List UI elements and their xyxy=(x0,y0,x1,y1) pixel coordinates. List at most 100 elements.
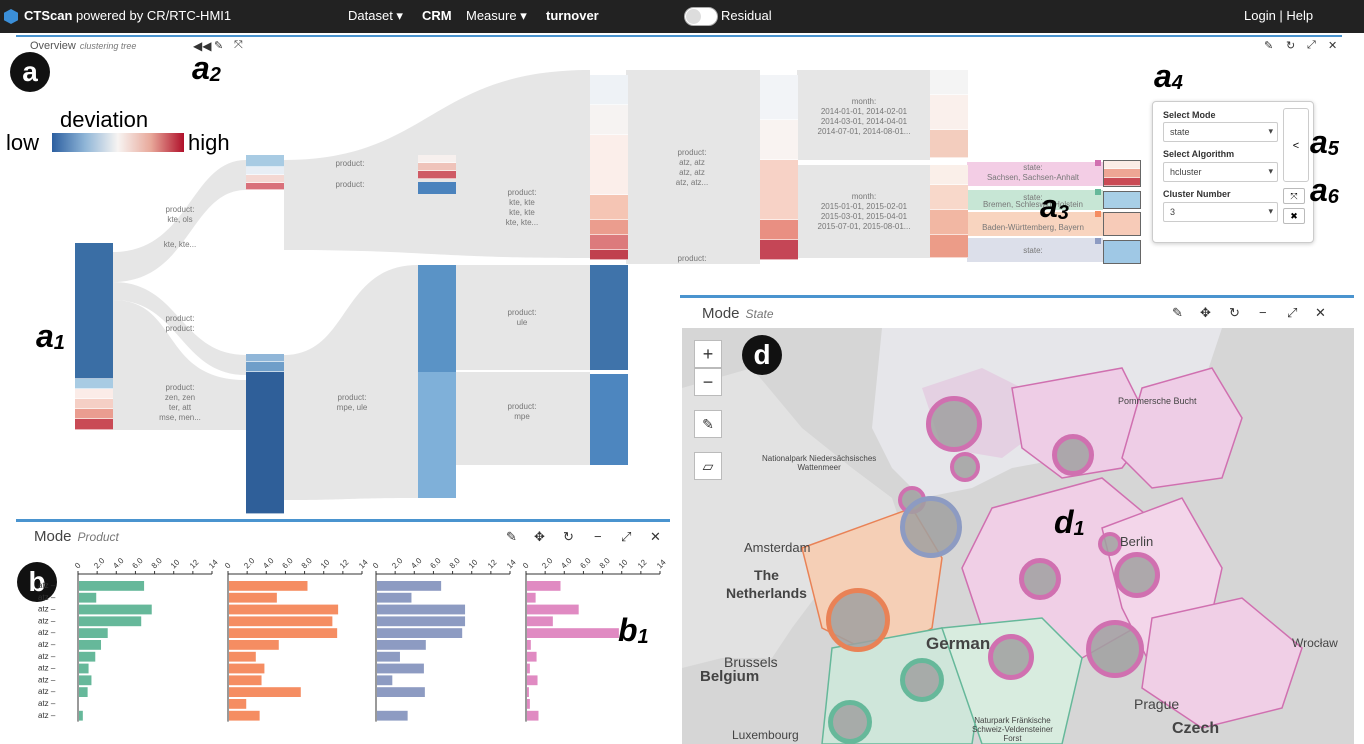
state-circle[interactable] xyxy=(1098,532,1122,556)
state-circle[interactable] xyxy=(900,496,962,558)
leaf-node-4[interactable] xyxy=(1103,240,1141,264)
map-label: Prague xyxy=(1134,696,1180,712)
state-circle[interactable] xyxy=(926,396,982,452)
mode-select[interactable]: state xyxy=(1163,122,1278,142)
cluster-number-input[interactable]: 3 xyxy=(1163,202,1278,222)
maximize-icon[interactable]: ⤢ xyxy=(1307,39,1316,51)
annotation-a2: a2 xyxy=(192,50,221,87)
zoom-out-button[interactable]: − xyxy=(694,368,722,396)
mode-subtitle: Product xyxy=(77,530,119,544)
tick-label: 10 xyxy=(319,557,332,570)
germany-map[interactable]: Pommersche Bucht Nationalpark Niedersäch… xyxy=(682,328,1354,744)
annotation-sub: 1 xyxy=(637,626,649,648)
top-navbar: CTScan powered by CR/RTC-HMI1 Dataset ▾ … xyxy=(0,0,1364,33)
tree-node-l2-c[interactable] xyxy=(418,265,456,372)
tree-node-l1-top[interactable] xyxy=(246,155,284,190)
pencil-icon[interactable]: ✎ xyxy=(1264,40,1274,52)
state-circle[interactable] xyxy=(828,700,872,744)
flow-label: month: 2015-01-01, 2015-02-01 2015-03-01… xyxy=(817,192,911,231)
tree-node-l3-a[interactable] xyxy=(590,75,628,260)
tree-node-l2-d[interactable] xyxy=(418,372,456,498)
mode-product-panel-border xyxy=(16,519,670,522)
leaf-node-2[interactable] xyxy=(1103,191,1141,209)
annotation-sub: 3 xyxy=(1057,202,1069,224)
maximize-icon[interactable]: ⤢ xyxy=(1287,305,1298,320)
row-label: atz – xyxy=(38,593,56,602)
bar xyxy=(229,604,339,615)
eraser-icon[interactable]: ✎ xyxy=(214,40,224,52)
refresh-icon[interactable]: ↻ xyxy=(1229,305,1240,320)
minimize-icon[interactable]: − xyxy=(594,529,602,544)
pencil-icon[interactable]: ✎ xyxy=(1172,305,1183,320)
measure-dropdown[interactable]: Measure ▾ xyxy=(466,8,527,23)
tree-node-l2-b[interactable] xyxy=(418,182,456,194)
close-icon[interactable]: ✕ xyxy=(1328,40,1338,52)
refresh-icon[interactable]: ↻ xyxy=(563,529,574,544)
state-circle[interactable] xyxy=(988,634,1034,680)
tick-label: 4.0 xyxy=(111,556,126,571)
state-circle[interactable] xyxy=(950,452,980,482)
state-circle[interactable] xyxy=(1019,558,1061,600)
row-label: atz – xyxy=(38,628,56,637)
collapse-icon[interactable]: ◀◀ xyxy=(193,39,212,53)
bar xyxy=(377,640,426,650)
leaf-node-3[interactable] xyxy=(1103,212,1141,236)
leaf-node-1[interactable] xyxy=(1103,160,1141,187)
map-label: Wrocław xyxy=(1292,636,1338,650)
flow-label: product: kte, ols xyxy=(165,205,195,224)
row-label: atz – xyxy=(38,652,56,661)
close-popup-icon[interactable]: ✖ xyxy=(1283,208,1305,224)
refresh-icon[interactable]: ↻ xyxy=(1286,40,1296,52)
fit-icon[interactable]: ⤧ xyxy=(234,39,243,51)
maximize-icon[interactable]: ⤢ xyxy=(621,529,632,544)
state-circle[interactable] xyxy=(1052,434,1094,476)
share-icon[interactable]: < xyxy=(1283,108,1309,182)
tree-node-l3-c[interactable] xyxy=(590,374,628,465)
tick-label: 0 xyxy=(521,561,531,571)
tick-label: 6.0 xyxy=(130,556,145,571)
state-circle[interactable] xyxy=(900,658,944,702)
brand-name: CTScan xyxy=(24,8,73,23)
tree-node-l5-b[interactable] xyxy=(930,165,968,258)
tick-label: 10 xyxy=(467,557,480,570)
residual-toggle[interactable] xyxy=(684,7,718,26)
algorithm-label: Select Algorithm xyxy=(1163,149,1235,159)
tree-node-l1-bottom[interactable] xyxy=(246,354,284,514)
flow-label: month: 2014-01-01, 2014-02-01 2014-03-01… xyxy=(817,97,911,136)
tree-node-l5-a[interactable] xyxy=(930,70,968,158)
annotation-a: a xyxy=(10,52,50,92)
state-circle[interactable] xyxy=(1114,552,1160,598)
bar xyxy=(527,616,553,627)
tree-node-l2-a[interactable] xyxy=(418,155,456,179)
state-circle[interactable] xyxy=(826,588,890,652)
tree-node-root[interactable] xyxy=(75,243,113,430)
bar xyxy=(79,651,96,662)
move-icon[interactable]: ✥ xyxy=(534,529,545,544)
mode-title-text: Mode xyxy=(702,305,740,322)
close-icon[interactable]: ✕ xyxy=(650,529,661,544)
product-bar-charts: atz – atz – atz – atz – atz – atz – atz – atz –… xyxy=(38,556,668,722)
annotation-sub: 1 xyxy=(53,332,65,354)
legend-low: low xyxy=(6,130,40,155)
bar xyxy=(79,592,97,603)
login-help-link[interactable]: Login | Help xyxy=(1244,8,1314,23)
bar xyxy=(79,710,83,721)
tree-node-l3-b[interactable] xyxy=(590,265,628,370)
algorithm-select[interactable]: hcluster xyxy=(1163,162,1278,182)
tree-node-l4[interactable] xyxy=(760,75,798,260)
bar xyxy=(79,628,108,638)
minimize-icon[interactable]: − xyxy=(1259,305,1267,320)
pencil-icon[interactable]: ✎ xyxy=(506,529,517,544)
draw-pen-icon[interactable]: ✎ xyxy=(694,410,722,438)
zoom-in-button[interactable]: + xyxy=(694,340,722,368)
residual-label: Residual xyxy=(721,8,772,23)
tick-label: 14 xyxy=(207,557,220,570)
state-circle[interactable] xyxy=(1086,620,1144,678)
move-icon[interactable]: ✥ xyxy=(1200,305,1211,320)
eraser-icon[interactable]: ▱ xyxy=(694,452,722,480)
close-icon[interactable]: ✕ xyxy=(1315,305,1326,320)
mode-label: Select Mode xyxy=(1163,110,1216,120)
annotation-a5: a5 xyxy=(1310,124,1339,161)
dataset-dropdown[interactable]: Dataset ▾ xyxy=(348,8,403,23)
expand-icon[interactable]: ⤧ xyxy=(1283,188,1305,204)
